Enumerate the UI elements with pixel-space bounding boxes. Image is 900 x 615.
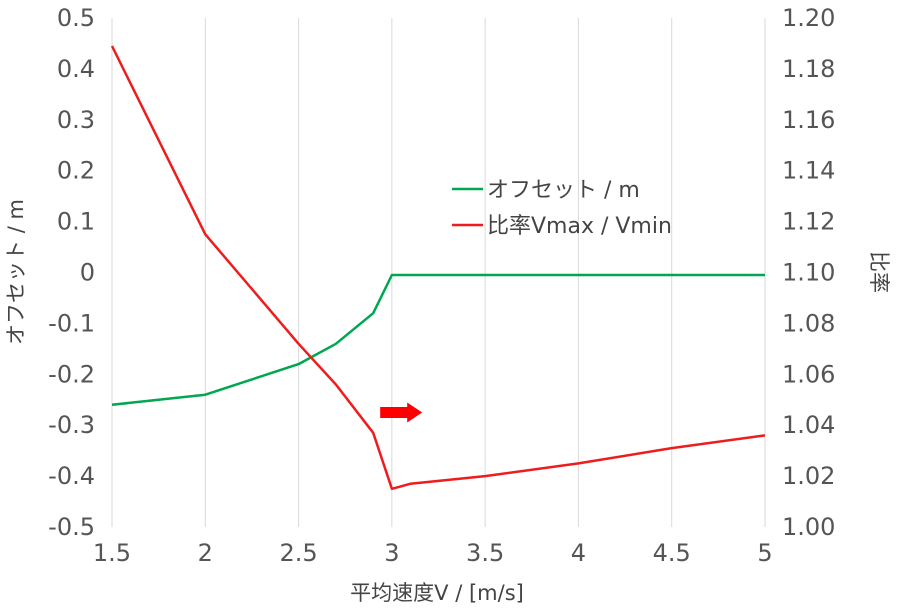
y-tick-label: 0.2 xyxy=(57,157,95,185)
grid-lines xyxy=(111,18,766,527)
y-tick-label: 0.5 xyxy=(57,4,95,32)
x-tick-label: 2 xyxy=(198,539,213,567)
y-tick-label: 0.1 xyxy=(57,208,95,236)
annotation-arrow xyxy=(380,402,423,423)
x-tick-label: 5 xyxy=(757,539,772,567)
x-tick-label: 3.5 xyxy=(466,539,504,567)
y-tick-label: 0.3 xyxy=(57,106,95,134)
y2-tick-label: 1.00 xyxy=(782,513,835,541)
x-tick-label: 1.5 xyxy=(93,539,131,567)
series-line-offset xyxy=(111,273,765,407)
y-tick-label: -0.3 xyxy=(48,411,95,439)
y-tick-label: -0.4 xyxy=(48,462,95,490)
y2-tick-label: 1.08 xyxy=(782,309,835,337)
legend-label-ratio: 比率Vmax / Vmin xyxy=(487,214,672,239)
y-axis-title: オフセット / m xyxy=(4,199,28,345)
right-arrow-icon xyxy=(380,402,423,423)
y-tick-label: 0 xyxy=(80,259,95,287)
y2-tick-label: 1.10 xyxy=(782,259,835,287)
x-tick-label: 4 xyxy=(571,539,586,567)
y-tick-label: 0.4 xyxy=(57,55,95,83)
x-tick-label: 3 xyxy=(384,539,399,567)
legend: オフセット / m 比率Vmax / Vmin xyxy=(452,178,672,239)
y2-tick-label: 1.16 xyxy=(782,106,835,134)
y2-tick-label: 1.18 xyxy=(782,55,835,83)
series-lines xyxy=(110,45,766,491)
y2-tick-label: 1.02 xyxy=(782,462,835,490)
y2-tick-label: 1.12 xyxy=(782,208,835,236)
y2-tick-label: 1.20 xyxy=(782,4,835,32)
y-tick-label: -0.5 xyxy=(48,513,95,541)
x-tick-label: 2.5 xyxy=(279,539,317,567)
y2-tick-label: 1.14 xyxy=(782,157,835,185)
y-tick-label: -0.1 xyxy=(48,309,95,337)
y-tick-label: -0.2 xyxy=(48,360,95,388)
x-axis-title: 平均速度V / [m/s] xyxy=(350,581,524,605)
tick-labels: 1.5 2 2.5 3 3.5 4 4.5 5 0.5 0.4 0.3 0.2 0.1 0 -0.1 -0.2… xyxy=(48,4,835,567)
series-line-ratio xyxy=(110,45,766,491)
y2-tick-label: 1.06 xyxy=(782,360,835,388)
y2-axis-title: 比率 xyxy=(867,251,891,293)
legend-label-offset: オフセット / m xyxy=(487,178,640,203)
y2-tick-label: 1.04 xyxy=(782,411,835,439)
x-tick-label: 4.5 xyxy=(653,539,691,567)
